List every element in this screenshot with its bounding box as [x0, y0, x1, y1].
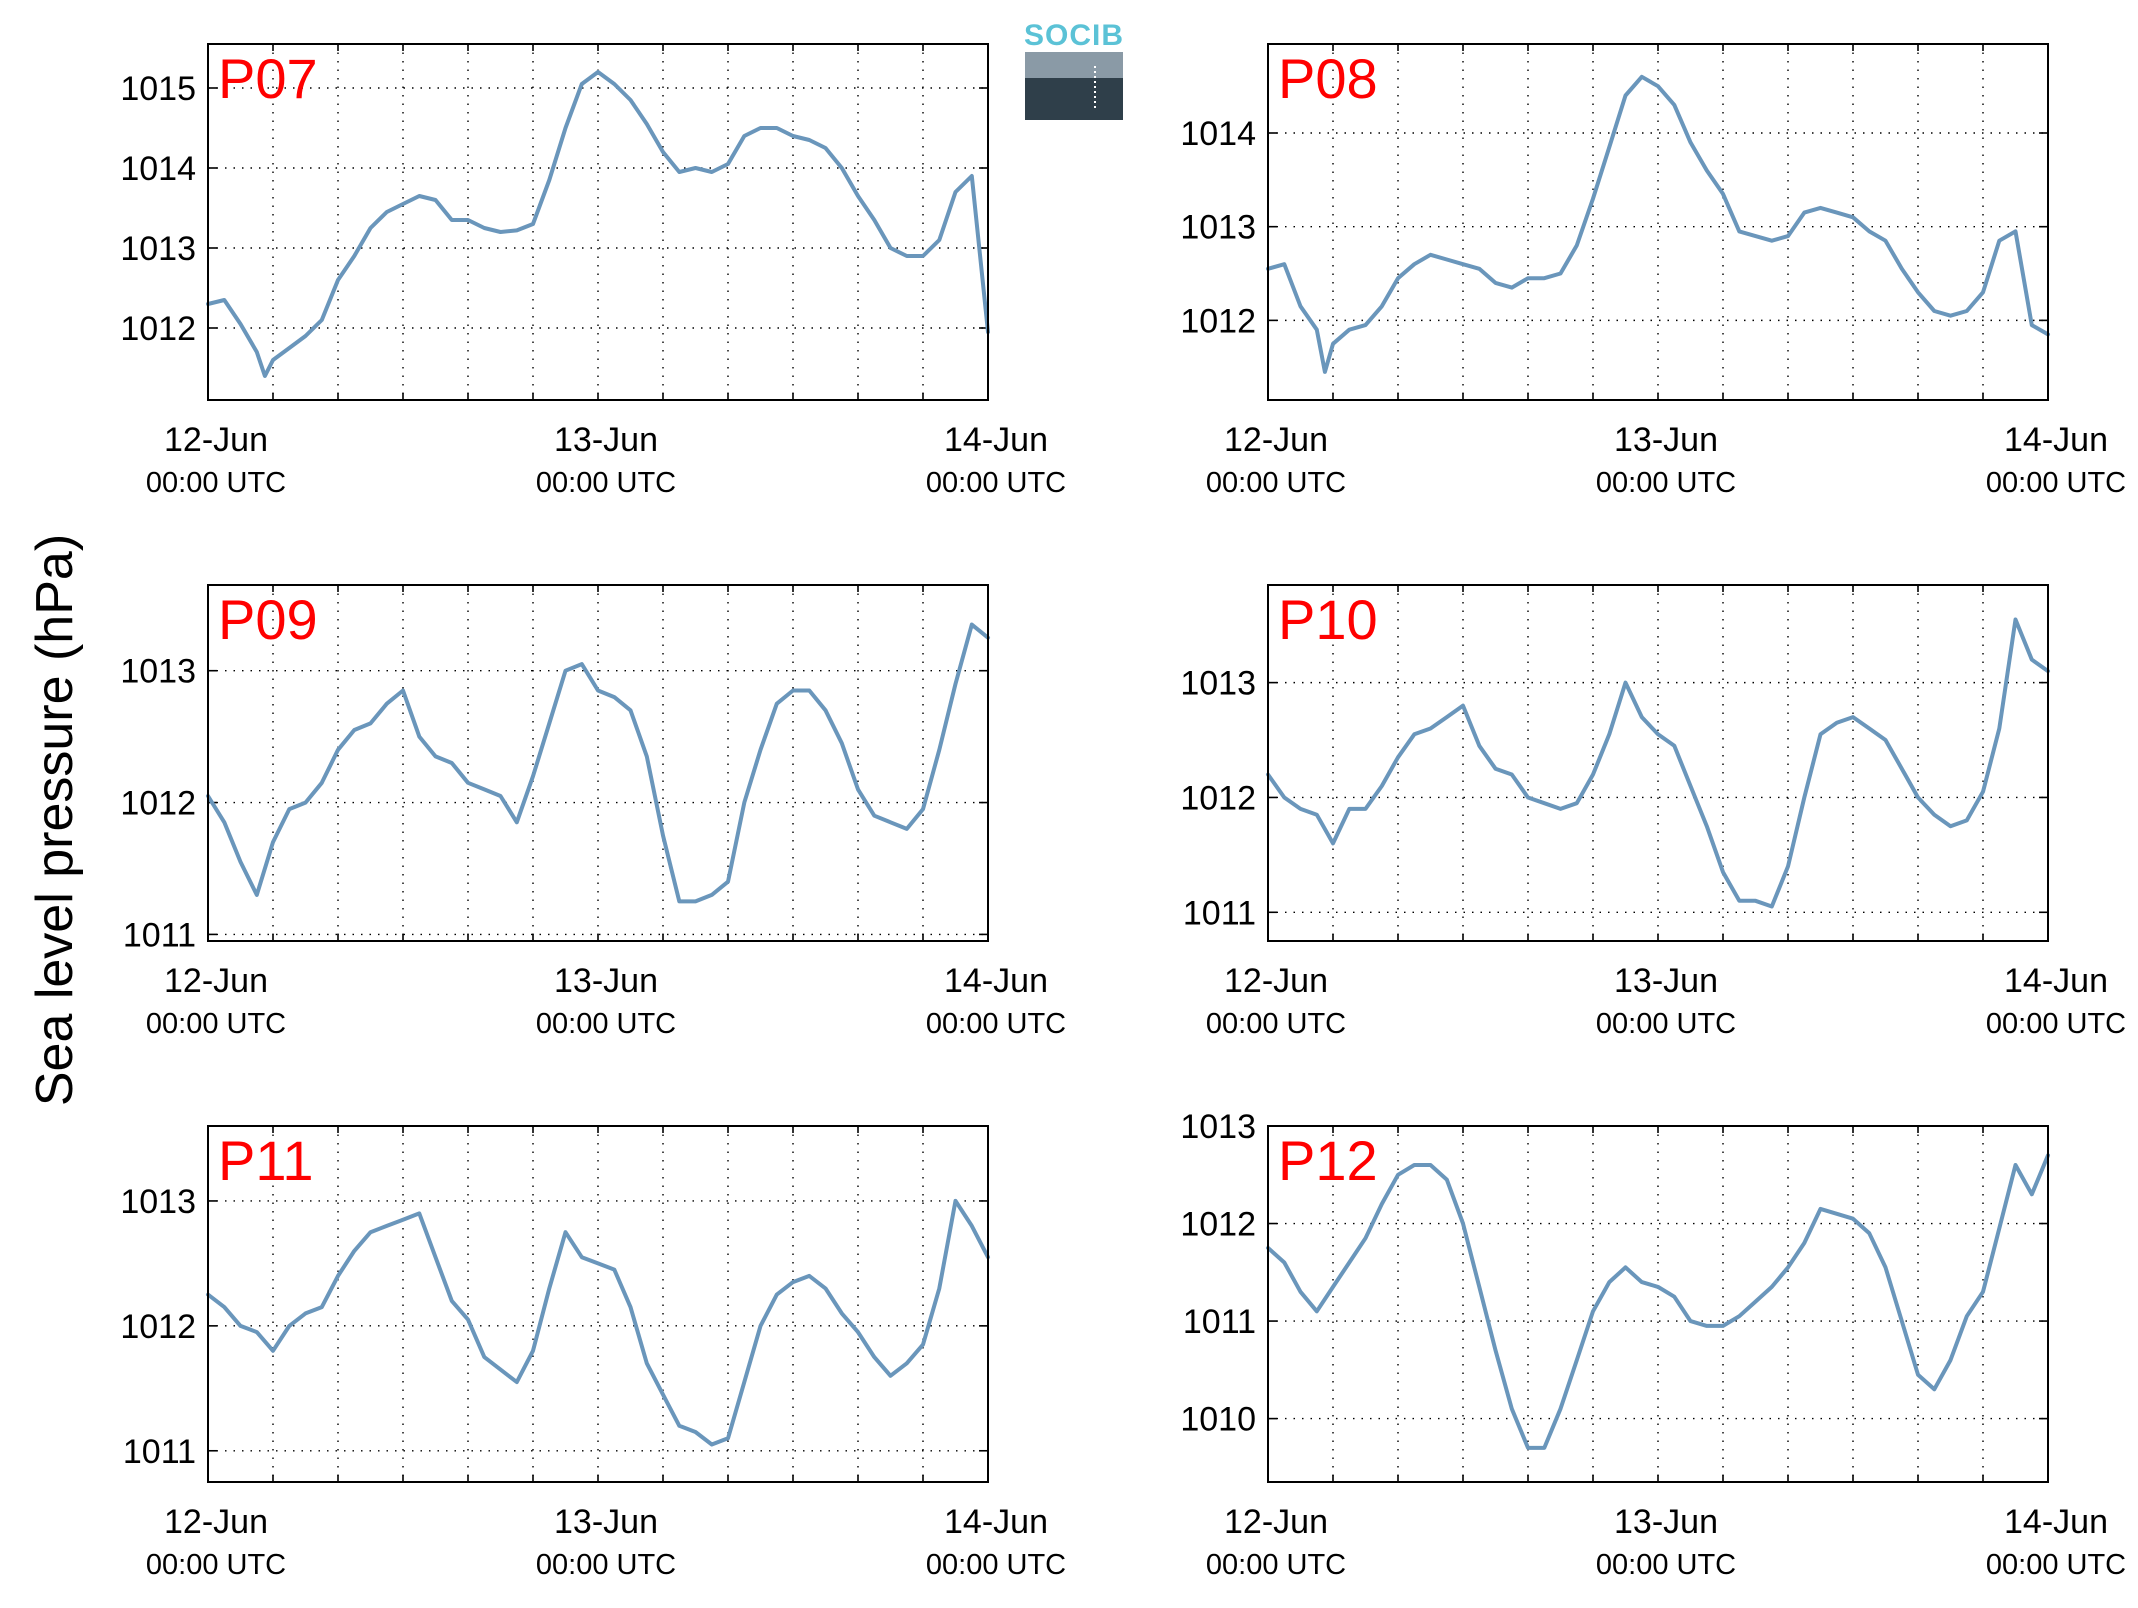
y-tick-label: 1012 — [1180, 1206, 1256, 1244]
y-tick-label: 1010 — [1180, 1401, 1256, 1439]
panel-p08: 1012 1013 1014 12-Jun 00:00 UTC 13-Jun 00:00 U… — [1180, 43, 2126, 499]
y-tick-label: 1012 — [120, 310, 196, 348]
x-tick-label-date: 13-Jun — [1614, 1503, 1718, 1541]
x-tick-label-time: 00:00 UTC — [1986, 467, 2126, 499]
y-tick-label: 1014 — [1180, 115, 1256, 153]
panel-p07: 1012 1013 1014 1015 12-Jun 00:00 UTC 13-Jun 00:… — [120, 43, 1066, 499]
y-tick-label: 1011 — [1183, 894, 1256, 932]
panel-label: P07 — [218, 47, 318, 110]
x-tick-label-time: 00:00 UTC — [146, 1008, 286, 1040]
socib-logo: SOCIB — [1024, 19, 1124, 120]
y-axis-label: Sea level pressure (hPa) — [26, 534, 84, 1106]
x-tick-label-time: 00:00 UTC — [146, 1549, 286, 1581]
x-tick-label-time: 00:00 UTC — [536, 1549, 676, 1581]
x-tick-label-time: 00:00 UTC — [1596, 1008, 1736, 1040]
x-tick-label-time: 00:00 UTC — [536, 1008, 676, 1040]
series-line-p08 — [1266, 74, 2050, 374]
axes-frame — [207, 584, 989, 942]
x-tick-label-time: 00:00 UTC — [536, 467, 676, 499]
series-line-p12 — [1266, 1153, 2050, 1450]
series-line-p07 — [206, 70, 990, 378]
x-tick-label-time: 00:00 UTC — [1596, 467, 1736, 499]
y-tick-label: 1012 — [1180, 779, 1256, 817]
axes-frame — [207, 1125, 989, 1483]
x-tick-label-time: 00:00 UTC — [926, 467, 1066, 499]
y-tick-label: 1013 — [120, 230, 196, 268]
x-tick-label-time: 00:00 UTC — [1596, 1549, 1736, 1581]
x-tick-label-date: 13-Jun — [554, 421, 658, 459]
panels: 1012 1013 1014 1015 12-Jun 00:00 UTC 13-Jun 00:… — [120, 43, 2126, 1581]
x-tick-label-date: 14-Jun — [944, 962, 1048, 1000]
y-tick-label: 1013 — [1180, 1108, 1256, 1146]
y-tick-label: 1014 — [120, 150, 196, 188]
x-tick-label-time: 00:00 UTC — [926, 1549, 1066, 1581]
panel-label: P11 — [218, 1129, 313, 1192]
x-tick-label-time: 00:00 UTC — [1206, 467, 1346, 499]
x-tick-label-date: 12-Jun — [1224, 1503, 1328, 1541]
x-tick-label-time: 00:00 UTC — [1986, 1008, 2126, 1040]
x-tick-label-date: 13-Jun — [554, 1503, 658, 1541]
y-tick-label: 1013 — [1180, 665, 1256, 703]
panel-label: P12 — [1278, 1129, 1378, 1192]
y-tick-label: 1015 — [120, 70, 196, 108]
y-tick-label: 1011 — [123, 1433, 196, 1471]
axes-frame — [1267, 1125, 2049, 1483]
x-tick-label-time: 00:00 UTC — [146, 467, 286, 499]
panel-label: P08 — [1278, 47, 1378, 110]
x-tick-label-date: 14-Jun — [944, 421, 1048, 459]
panel-p10: 1011 1012 1013 12-Jun 00:00 UTC 13-Jun 00:00 U… — [1180, 584, 2126, 1040]
x-tick-label-date: 14-Jun — [2004, 1503, 2108, 1541]
y-tick-label: 1011 — [1183, 1303, 1256, 1341]
y-tick-label: 1012 — [120, 1308, 196, 1346]
panel-label: P10 — [1278, 588, 1378, 651]
axes-frame — [1267, 584, 2049, 942]
y-tick-label: 1011 — [123, 916, 196, 954]
x-tick-label-date: 13-Jun — [1614, 421, 1718, 459]
x-tick-label-date: 13-Jun — [1614, 962, 1718, 1000]
series-line-p10 — [1266, 617, 2050, 909]
x-tick-label-date: 12-Jun — [164, 421, 268, 459]
panel-p12: 1010 1011 1012 1013 12-Jun 00:00 UTC 13-Jun 00:… — [1180, 1108, 2126, 1581]
logo-wordmark: SOCIB — [1024, 19, 1124, 52]
x-tick-label-date: 12-Jun — [164, 1503, 268, 1541]
panel-p11: 1011 1012 1013 12-Jun 00:00 UTC 13-Jun 00:00 U… — [120, 1125, 1066, 1581]
y-tick-label: 1013 — [120, 1183, 196, 1221]
logo-lower-block — [1025, 78, 1123, 120]
x-tick-label-date: 14-Jun — [2004, 421, 2108, 459]
x-tick-label-time: 00:00 UTC — [1206, 1549, 1346, 1581]
axes-frame — [207, 43, 989, 401]
x-tick-label-time: 00:00 UTC — [1206, 1008, 1346, 1040]
series-line-p11 — [206, 1198, 990, 1447]
x-tick-label-date: 12-Jun — [1224, 962, 1328, 1000]
x-tick-label-date: 14-Jun — [2004, 962, 2108, 1000]
axes-frame — [1267, 43, 2049, 401]
x-tick-label-time: 00:00 UTC — [1986, 1549, 2126, 1581]
x-tick-label-time: 00:00 UTC — [926, 1008, 1066, 1040]
panel-p09: 1011 1012 1013 12-Jun 00:00 UTC 13-Jun 00:00 U… — [120, 584, 1066, 1040]
y-tick-label: 1012 — [1180, 302, 1256, 340]
x-tick-label-date: 14-Jun — [944, 1503, 1048, 1541]
panel-label: P09 — [218, 588, 318, 651]
y-tick-label: 1013 — [1180, 209, 1256, 247]
y-tick-label: 1012 — [120, 785, 196, 823]
x-tick-label-date: 12-Jun — [164, 962, 268, 1000]
y-tick-label: 1013 — [120, 653, 196, 691]
x-tick-label-date: 13-Jun — [554, 962, 658, 1000]
series-line-p09 — [206, 622, 990, 904]
x-tick-label-date: 12-Jun — [1224, 421, 1328, 459]
